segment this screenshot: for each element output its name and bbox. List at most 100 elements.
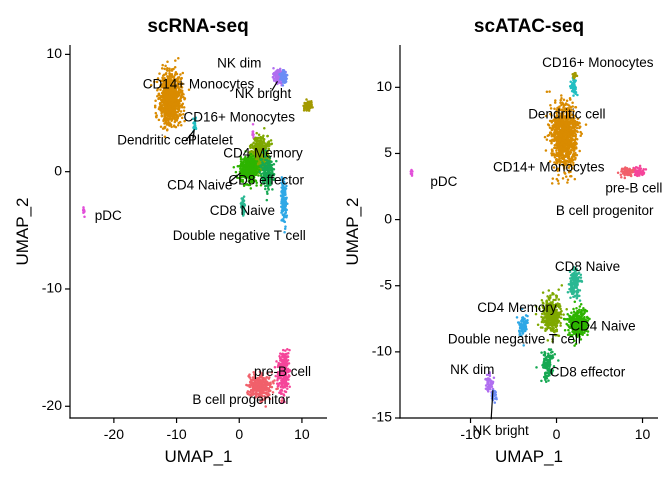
data-point (82, 208, 86, 211)
data-point (255, 382, 259, 385)
data-point (279, 385, 283, 389)
data-point (273, 74, 276, 77)
data-point (569, 130, 572, 134)
cluster-label: CD4 Naive (167, 177, 232, 192)
data-point (306, 108, 309, 111)
data-point (566, 291, 570, 294)
data-point (284, 70, 287, 74)
data-point (178, 92, 181, 95)
data-point (176, 93, 180, 97)
data-point (281, 80, 285, 84)
data-point (564, 132, 568, 135)
data-point (624, 168, 628, 172)
data-point (161, 63, 164, 67)
data-point (557, 182, 560, 185)
data-point (169, 123, 173, 127)
data-point (536, 323, 540, 327)
data-point (161, 84, 165, 88)
data-point (163, 93, 167, 97)
data-point (283, 188, 286, 191)
data-point (192, 121, 196, 124)
data-point (177, 57, 180, 60)
y-tick-label: 0 (54, 162, 62, 178)
data-point (166, 111, 170, 114)
data-point (578, 289, 582, 292)
data-point (545, 90, 549, 94)
data-point (573, 154, 577, 157)
data-point (153, 105, 157, 109)
data-point (579, 302, 583, 306)
data-point (558, 146, 562, 150)
data-point (180, 103, 184, 107)
data-point (562, 126, 566, 130)
data-point (181, 91, 184, 95)
data-point (182, 109, 186, 113)
data-point (554, 146, 558, 150)
data-point (561, 122, 564, 126)
data-point (174, 102, 178, 105)
data-point (574, 146, 578, 149)
data-point (560, 284, 564, 287)
data-point (166, 60, 169, 64)
data-point (559, 124, 562, 128)
data-point (267, 165, 271, 168)
cluster-label: NK dim (217, 55, 261, 70)
data-point (556, 144, 560, 148)
data-point (550, 182, 554, 185)
data-point (177, 105, 180, 108)
data-point (564, 136, 567, 140)
data-point (173, 86, 176, 89)
cluster-label: CD8 effector (228, 173, 304, 188)
data-point (269, 165, 273, 168)
data-point (283, 213, 286, 217)
data-point (165, 95, 169, 99)
data-point (272, 79, 276, 82)
data-point (560, 309, 563, 313)
data-point (163, 135, 167, 138)
data-point (154, 115, 158, 118)
data-point (578, 149, 581, 153)
data-point (547, 321, 551, 325)
data-point (574, 133, 578, 136)
data-point (83, 215, 86, 219)
data-point (176, 99, 179, 102)
data-point (267, 188, 270, 191)
data-point (410, 169, 413, 173)
y-tick-label: -10 (42, 280, 62, 296)
data-point (282, 207, 286, 210)
data-point (165, 98, 169, 102)
data-point (248, 383, 251, 387)
data-point (180, 124, 183, 127)
data-point (560, 94, 563, 97)
data-point (242, 166, 245, 170)
cluster-label: pDC (95, 208, 122, 223)
data-point (565, 307, 568, 311)
data-point (171, 116, 174, 120)
data-point (555, 320, 558, 323)
data-point (554, 122, 558, 125)
data-point (181, 71, 185, 75)
data-point (164, 116, 168, 119)
data-point (559, 313, 563, 316)
data-point (575, 137, 579, 141)
data-point (168, 79, 171, 82)
cluster-b-cell-progenitor (616, 166, 635, 180)
data-point (619, 173, 623, 176)
data-point (567, 141, 571, 144)
data-point (176, 78, 179, 82)
data-point (546, 318, 549, 321)
data-point (564, 148, 567, 152)
data-point (156, 77, 160, 80)
data-point (176, 110, 179, 114)
data-point (157, 92, 160, 96)
data-point (578, 308, 581, 311)
data-point (268, 384, 272, 387)
data-point (279, 358, 282, 362)
data-point (176, 101, 180, 104)
data-point (563, 318, 566, 321)
data-point (193, 118, 197, 122)
data-point (166, 114, 170, 118)
data-point (160, 100, 164, 103)
data-point (285, 208, 288, 212)
data-point (172, 94, 175, 97)
